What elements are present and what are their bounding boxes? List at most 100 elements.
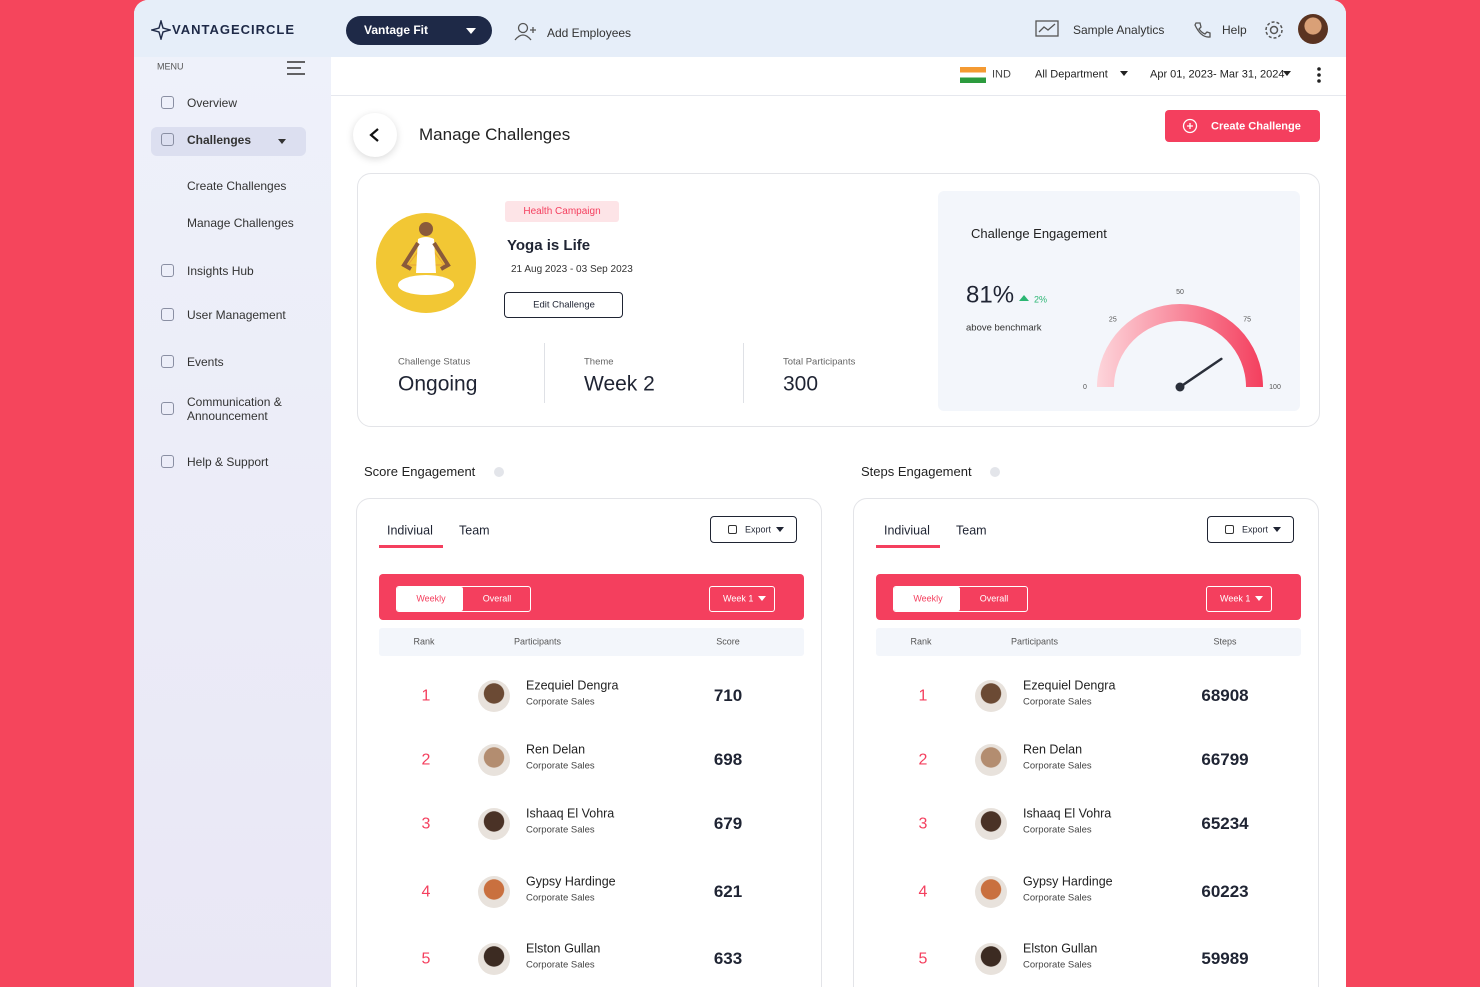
rank: 3 [421,815,431,833]
country: IND [992,68,1011,81]
tab[interactable]: Team [459,523,490,538]
export-label[interactable]: Export [745,524,772,535]
date-filter[interactable]: Apr 01, 2023- Mar 31, 2024 [1150,68,1285,81]
caret [758,596,766,605]
challenge-dates: 21 Aug 2023 - 03 Sep 2023 [511,264,633,275]
week-dropdown[interactable] [709,586,775,612]
phone-icon [1194,22,1211,38]
back-button[interactable] [353,113,397,157]
rank: 3 [918,815,928,833]
toggle-option[interactable]: Weekly [416,593,446,604]
menu-item[interactable]: Communication & Announcement [187,395,282,423]
week-label[interactable]: Week 1 [723,593,754,604]
caret [278,139,286,148]
analytics-icon [1035,20,1059,37]
tab[interactable]: Indiviual [884,523,930,538]
engagement-panel [938,191,1300,411]
create-button-label[interactable]: Create Challenge [1211,120,1301,133]
export-label[interactable]: Export [1242,524,1269,535]
settings-icon[interactable] [1263,19,1285,41]
gauge-needle [1178,357,1223,389]
tab[interactable]: Indiviual [387,523,433,538]
submenu-item[interactable]: Create Challenges [187,178,287,193]
stat-label: Total Participants [783,356,856,368]
participant-avatar [975,876,1007,908]
participant-value: 68908 [1201,685,1249,705]
submenu-item[interactable]: Manage Challenges [187,215,294,230]
rank: 4 [421,883,431,901]
participant-avatar [478,808,510,840]
up-arrow [1019,295,1029,301]
participant-value: 66799 [1201,749,1249,769]
menu-item[interactable]: Insights Hub [187,263,254,278]
sample-analytics[interactable]: Sample Analytics [1073,22,1165,37]
participant-team: Corporate Sales [526,824,595,836]
toggle-option[interactable]: Weekly [913,593,943,604]
participant-value: 710 [713,685,743,705]
menu-icon [161,96,174,109]
toggle-option[interactable]: Overall [979,593,1009,604]
toggle-group[interactable] [893,586,1028,612]
participant-name: Gypsy Hardinge [1023,874,1113,889]
participant-avatar [975,680,1007,712]
column-header: Steps [1213,636,1237,647]
menu-item[interactable]: User Management [187,307,286,322]
menu-item[interactable]: Help & Support [187,454,269,469]
help-link[interactable]: Help [1222,22,1247,37]
week-dropdown[interactable] [1206,586,1272,612]
tab[interactable]: Team [956,523,987,538]
more-menu[interactable] [1314,66,1324,84]
participant-name: Ezequiel Dengra [1023,678,1116,693]
stat-label: Theme [584,356,614,368]
edit-button[interactable] [504,292,623,318]
toggle-option[interactable]: Overall [482,593,512,604]
app-frame [134,0,1346,987]
participant-name: Ishaaq El Vohra [1023,806,1112,821]
add-employees[interactable]: Add Employees [547,25,632,40]
participant-avatar [478,876,510,908]
challenge-name: Yoga is Life [507,237,591,254]
column-header: Score [716,636,740,647]
menu-item[interactable]: Overview [187,95,238,110]
toggle-active [894,587,960,611]
toggle-group[interactable] [396,586,531,612]
user-avatar[interactable] [1298,14,1328,44]
menu-toggle[interactable] [286,60,306,76]
gauge-tick-label: 50 [1176,289,1184,296]
edit-button-label[interactable]: Edit Challenge [533,299,595,311]
participant-team: Corporate Sales [526,696,595,708]
rank: 1 [421,687,431,705]
participant-value: 698 [713,749,743,769]
menu-icon [161,455,174,468]
participant-avatar [975,943,1007,975]
campaign-tag: Health Campaign [523,206,601,217]
stat-value: Week 2 [584,372,655,396]
info-icon [494,467,504,477]
rank: 5 [421,950,431,968]
engagement-caption: above benchmark [966,322,1042,334]
column-header: Participants [514,636,562,647]
week-label[interactable]: Week 1 [1220,593,1251,604]
participant-name: Gypsy Hardinge [526,874,616,889]
engagement-title: Challenge Engagement [971,226,1107,242]
tab-underline [876,545,940,548]
menu-icon [161,355,174,368]
export-icon [1225,525,1234,534]
participant-name: Ezequiel Dengra [526,678,619,693]
page-title: Manage Challenges [419,124,571,144]
export-button[interactable] [710,516,797,543]
participant-team: Corporate Sales [526,892,595,904]
caret [776,527,784,536]
participant-avatar [975,744,1007,776]
department-filter[interactable]: All Department [1035,68,1108,81]
caret [1283,71,1291,80]
menu-icon [161,264,174,277]
participant-value: 621 [713,881,743,901]
column-header: Rank [910,636,932,647]
menu-item[interactable]: Challenges [187,132,252,147]
menu-item[interactable]: Events [187,354,224,369]
info-icon [990,467,1000,477]
participant-name: Ren Delan [1023,742,1083,757]
export-button[interactable] [1207,516,1294,543]
